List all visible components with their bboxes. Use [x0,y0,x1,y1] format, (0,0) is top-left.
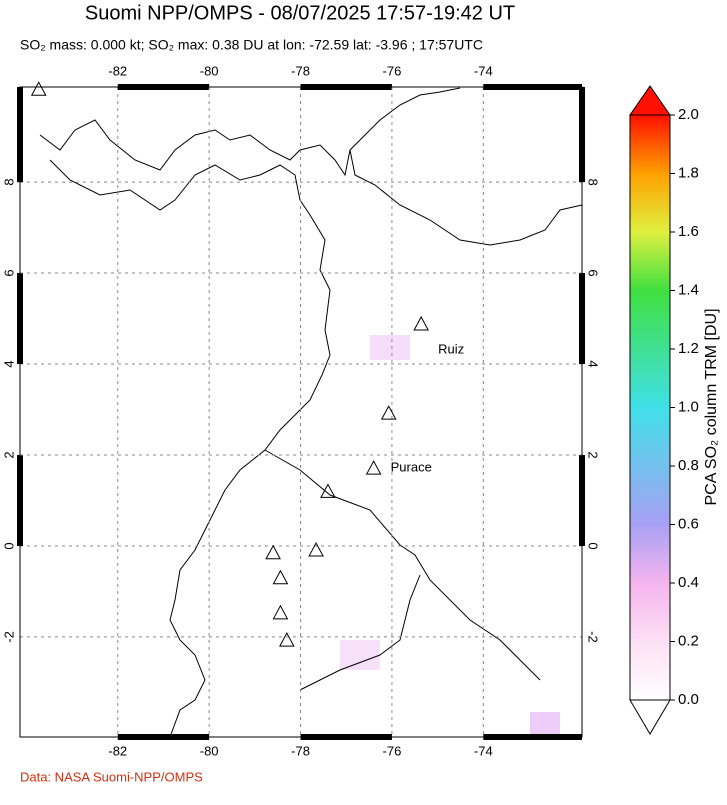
lon-tick-label: -78 [291,743,310,758]
colorbar-tick-label: 1.8 [678,164,699,181]
border [349,149,583,246]
volcano-marker [320,483,336,498]
volcano-marker [30,81,47,96]
lon-tick-label: -78 [291,63,310,78]
lon-tick-label: -74 [474,743,493,758]
colorbar-min-arrow [629,699,671,735]
lon-tick-label: -82 [108,63,127,78]
colorbar-tick-label: 2.0 [678,106,699,123]
volcano-marker [365,460,382,475]
lat-tick-label: 2 [586,451,601,458]
volcano-marker [308,541,324,557]
lon-tick-label: -80 [200,743,219,758]
volcano-marker [380,405,397,420]
lat-tick-label: 8 [586,178,601,185]
border [264,449,541,681]
colorbar-tick-label: 1.0 [678,398,699,415]
colorbar-tick-label: 0.8 [678,457,699,474]
lon-tick-label: -82 [108,743,127,758]
colorbar-label: PCA SO₂ column TRM [DU] [703,308,720,505]
volcano-label: Ruiz [438,341,464,356]
lon-tick-label: -76 [383,63,402,78]
colorbar-tick-label: 0.2 [678,632,699,649]
colorbar [629,114,671,701]
colorbar-tick-label: 1.6 [678,223,699,240]
lon-tick-label: -80 [200,63,219,78]
lat-tick-label: -2 [1,631,16,643]
border [299,574,421,691]
colorbar-tick-label: 0.6 [678,515,699,532]
lat-tick-label: -2 [586,631,601,643]
lon-tick-label: -76 [383,743,402,758]
volcano-marker [278,632,295,647]
lat-tick-label: 0 [1,542,16,549]
lat-tick-label: 4 [1,360,16,367]
volcano-label: Purace [391,460,432,475]
title: Suomi NPP/OMPS - 08/07/2025 17:57-19:42 … [85,2,515,24]
colorbar-tick-label: 0.0 [678,691,699,708]
lat-tick-label: 0 [586,542,601,549]
volcano-marker [272,569,289,585]
map-frame [19,86,583,738]
so2-patch [370,335,410,360]
lat-tick-label: 4 [586,360,601,367]
colorbar-tick-label: 1.2 [678,340,699,357]
subtitle: SO₂ mass: 0.000 kt; SO₂ max: 0.38 DU at … [20,37,483,53]
coastline [39,87,461,177]
volcano-marker [272,604,289,620]
so2-patch [530,712,560,734]
coastline [49,159,331,738]
volcano-marker [265,544,281,560]
so2-patch [340,640,380,670]
volcano-marker [413,315,430,331]
lat-tick-label: 2 [1,451,16,458]
lat-tick-label: 6 [1,269,16,276]
colorbar-tick-label: 0.4 [678,574,699,591]
credit: Data: NASA Suomi-NPP/OMPS [20,769,203,784]
colorbar-tick-label: 1.4 [678,281,699,298]
lat-tick-label: 6 [586,269,601,276]
coastlines [39,87,583,738]
lon-tick-label: -74 [474,63,493,78]
colorbar-max-arrow [629,85,671,116]
lat-tick-label: 8 [1,178,16,185]
